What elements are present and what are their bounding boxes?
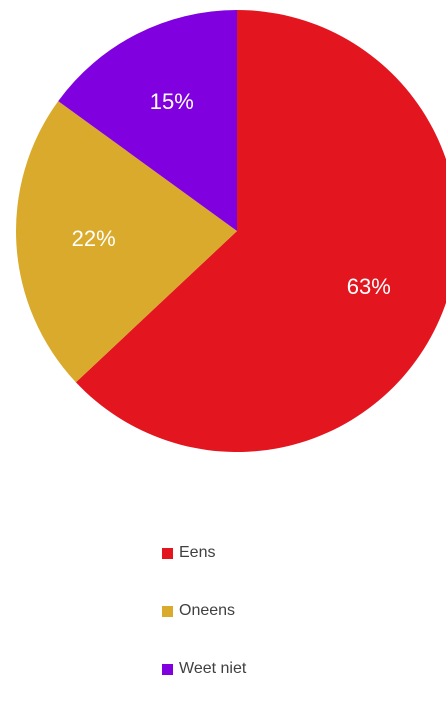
data-label-oneens: 22% xyxy=(72,226,116,251)
pie-chart: 63% 22% 15% xyxy=(15,10,446,452)
pie-slices xyxy=(15,10,446,452)
legend-item-eens: Eens xyxy=(162,540,246,566)
pie-slice-oneens xyxy=(15,101,237,383)
pie-slice-weet-niet xyxy=(58,10,237,231)
legend-item-oneens: Oneens xyxy=(162,598,246,624)
legend-label: Eens xyxy=(179,544,216,561)
pie-labels: 63% 22% 15% xyxy=(72,89,391,299)
data-label-weet-niet: 15% xyxy=(150,89,194,114)
data-label-eens: 63% xyxy=(347,274,391,299)
legend-label: Oneens xyxy=(179,602,236,619)
pie-slice-eens xyxy=(75,10,446,452)
legend-label: Weet niet xyxy=(179,660,247,677)
legend-item-weet-niet: Weet niet xyxy=(162,656,246,682)
legend-swatch xyxy=(162,663,173,675)
legend-swatch xyxy=(162,605,173,617)
legend-swatch xyxy=(162,547,173,559)
chart-legend: Eens Oneens Weet niet xyxy=(162,540,246,714)
